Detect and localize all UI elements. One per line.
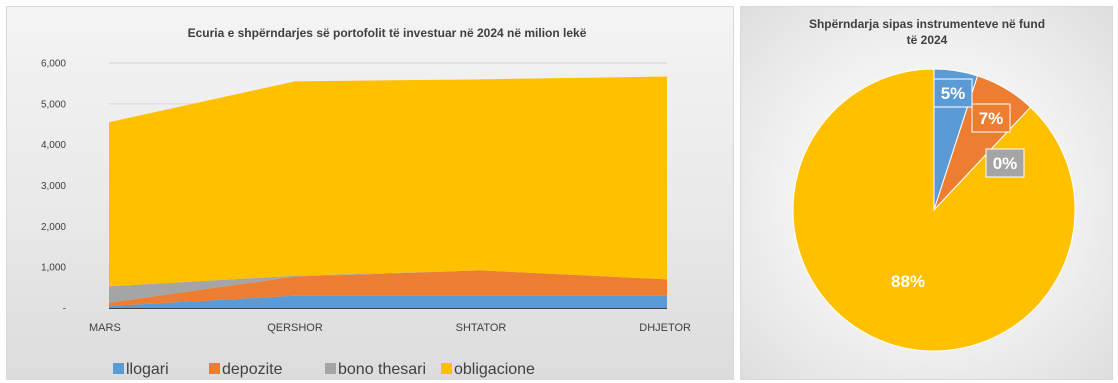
legend-swatch	[441, 363, 452, 374]
y-tick-label: 1,000	[41, 263, 66, 274]
area-chart-y-axis: - 1,000 2,000 3,000 4,000 5,000 6,000	[41, 59, 66, 315]
y-tick-label: -	[63, 304, 66, 315]
pie-chart-labels: 5% 7% 0% 88%	[881, 78, 1025, 296]
y-tick-label: 6,000	[41, 59, 66, 70]
area-chart-x-axis: MARS QERSHOR SHTATOR DHJETOR	[89, 322, 691, 334]
y-tick-label: 3,000	[41, 181, 66, 192]
x-tick-label: SHTATOR	[456, 322, 507, 334]
legend-label: llogari	[126, 361, 169, 378]
area-chart-title: Ecuria e shpërndarjes së portofolit të i…	[188, 26, 587, 40]
y-tick-label: 5,000	[41, 99, 66, 110]
legend-label: obligacione	[454, 361, 535, 378]
x-tick-label: DHJETOR	[639, 322, 691, 334]
pie-chart-panel: Shpërndarja sipas instrumenteve në fund …	[740, 6, 1113, 380]
pie-label-box	[985, 148, 1025, 178]
legend-swatch	[325, 363, 336, 374]
x-tick-label: QERSHOR	[267, 322, 323, 334]
area-series-llogari	[109, 295, 667, 308]
pie-label-box	[881, 266, 935, 296]
area-series-obligacione	[109, 76, 667, 287]
area-chart-legend: llogari depozite bono thesari obligacione	[113, 361, 535, 378]
x-tick-label: MARS	[89, 322, 121, 334]
legend-label: bono thesari	[338, 361, 426, 378]
y-tick-label: 4,000	[41, 140, 66, 151]
pie-label-box	[933, 78, 973, 108]
area-chart: Ecuria e shpërndarjes së portofolit të i…	[41, 26, 691, 378]
pie-slice-label: 5%	[941, 84, 966, 103]
area-chart-panel: Ecuria e shpërndarjes së portofolit të i…	[6, 6, 734, 380]
pie-chart: Shpërndarja sipas instrumenteve në fund …	[792, 17, 1076, 352]
area-chart-layers	[109, 76, 667, 308]
area-series-bono-thesari	[109, 270, 667, 303]
y-tick-label: 2,000	[41, 222, 66, 233]
area-series-depozite	[109, 270, 667, 306]
pie-slice	[792, 68, 1076, 352]
pie-chart-title-line-2: të 2024	[907, 33, 948, 47]
legend-swatch	[209, 363, 220, 374]
pie-slice-label: 88%	[891, 272, 925, 291]
legend-label: depozite	[222, 361, 283, 378]
pie-slice-label: 7%	[979, 109, 1004, 128]
pie-chart-slices	[792, 68, 1076, 352]
legend-swatch	[113, 363, 124, 374]
pie-slice-label: 0%	[993, 154, 1018, 173]
pie-chart-title-line-1: Shpërndarja sipas instrumenteve në fund	[809, 17, 1045, 31]
pie-label-box	[971, 103, 1011, 133]
